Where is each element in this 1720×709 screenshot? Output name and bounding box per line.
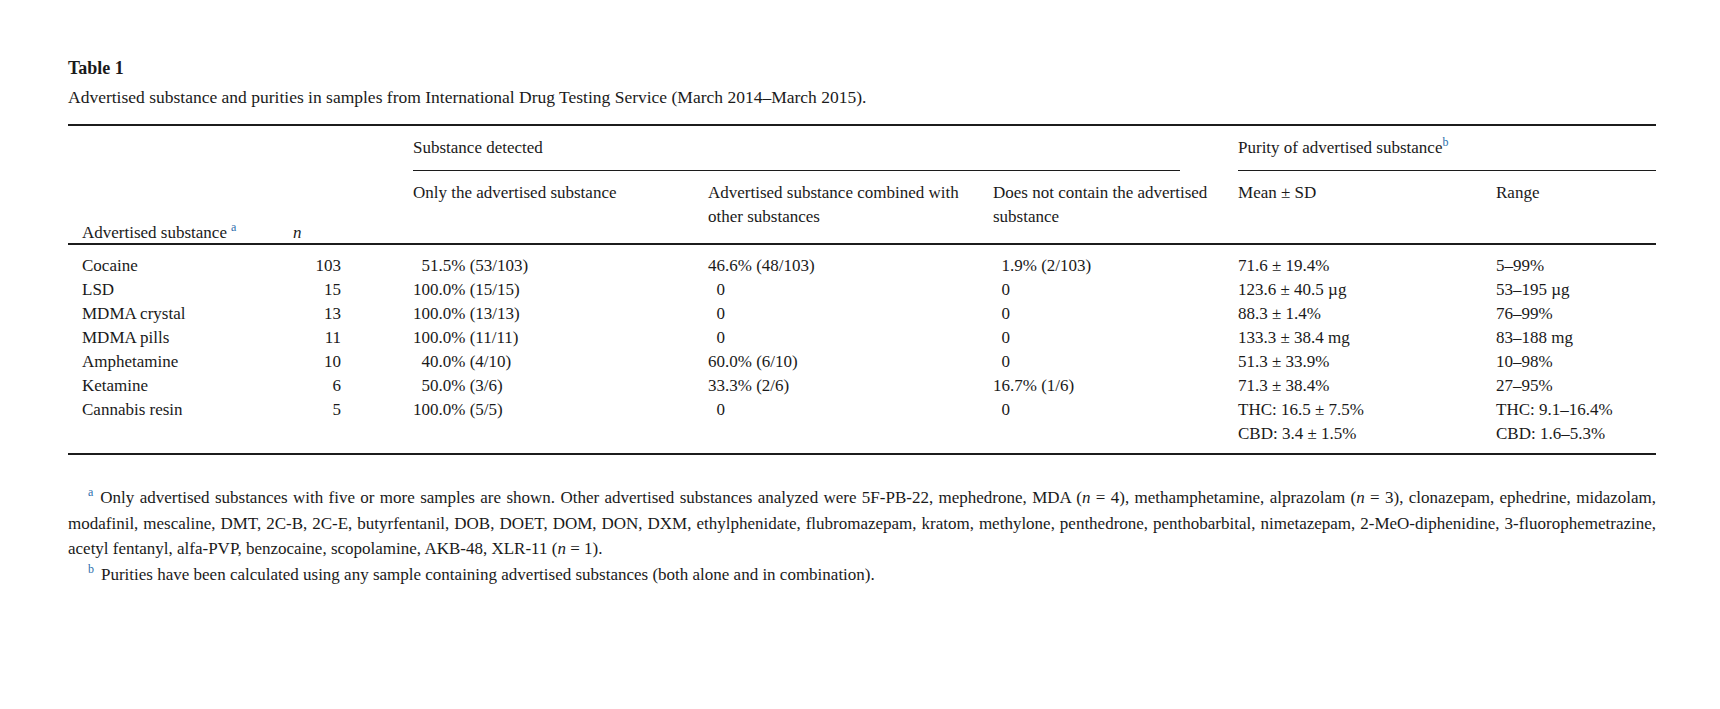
cell-mean-sd: THC: 16.5 ± 7.5% CBD: 3.4 ± 1.5%	[1238, 398, 1496, 454]
cell-mean-sd: 123.6 ± 40.5 µg	[1238, 278, 1496, 302]
cell-only-advertised: 40.0% (4/10)	[413, 350, 708, 374]
cell-not-contain: 16.7% (1/6)	[993, 374, 1238, 398]
cell-range: 10–98%	[1496, 350, 1656, 374]
table-caption: Advertised substance and purities in sam…	[68, 84, 1656, 110]
cell-substance: Ketamine	[68, 374, 293, 398]
cell-range: THC: 9.1–16.4% CBD: 1.6–5.3%	[1496, 398, 1656, 454]
cell-n: 11	[293, 326, 413, 350]
mean-thc-line: THC: 16.5 ± 7.5%	[1238, 398, 1480, 422]
cell-substance: Cocaine	[68, 244, 293, 278]
header-substance-detected-label: Substance detected	[413, 138, 543, 157]
cell-mean-sd: 51.3 ± 33.9%	[1238, 350, 1496, 374]
cell-not-contain: 1.9% (2/103)	[993, 244, 1238, 278]
cell-range: 76–99%	[1496, 302, 1656, 326]
cell-not-contain: 0	[993, 326, 1238, 350]
cell-n: 103	[293, 244, 413, 278]
cell-combined: 46.6% (48/103)	[708, 244, 993, 278]
footnote-b-text: Purities have been calculated using any …	[101, 565, 875, 584]
header-only-advertised: Only the advertised substance	[413, 171, 708, 244]
cell-not-contain: 0	[993, 350, 1238, 374]
cell-range: 53–195 µg	[1496, 278, 1656, 302]
range-thc-line: THC: 9.1–16.4%	[1496, 398, 1640, 422]
footnote-a: a Only advertised substances with five or…	[68, 485, 1656, 562]
cell-combined: 0	[708, 398, 993, 454]
cell-n: 13	[293, 302, 413, 326]
cell-substance: Amphetamine	[68, 350, 293, 374]
cell-combined: 33.3% (2/6)	[708, 374, 993, 398]
cell-only-advertised: 50.0% (3/6)	[413, 374, 708, 398]
header-mean-sd: Mean ± SD	[1238, 171, 1496, 244]
cell-mean-sd: 88.3 ± 1.4%	[1238, 302, 1496, 326]
data-table: Advertised substance a n Substance detect…	[68, 124, 1656, 455]
header-not-contain: Does not contain the advertised substanc…	[993, 171, 1238, 244]
cell-n: 5	[293, 398, 413, 454]
cell-not-contain: 0	[993, 302, 1238, 326]
footnote-b: b Purities have been calculated using any…	[68, 562, 1656, 588]
cell-substance: MDMA crystal	[68, 302, 293, 326]
cell-substance: Cannabis resin	[68, 398, 293, 454]
header-range: Range	[1496, 171, 1656, 244]
footnote-a-n-italic: n	[1356, 488, 1365, 507]
cell-not-contain: 0	[993, 278, 1238, 302]
cell-substance: MDMA pills	[68, 326, 293, 350]
header-n-label: n	[293, 223, 302, 242]
cell-combined: 60.0% (6/10)	[708, 350, 993, 374]
cell-only-advertised: 100.0% (5/5)	[413, 398, 708, 454]
header-advertised-substance-label: Advertised substance	[82, 223, 227, 242]
table-row-cannabis-resin: Cannabis resin 5 100.0% (5/5) 0 0 THC: 1…	[68, 398, 1656, 454]
cell-substance: LSD	[68, 278, 293, 302]
cell-not-contain: 0	[993, 398, 1238, 454]
cell-only-advertised: 100.0% (15/15)	[413, 278, 708, 302]
cell-combined: 0	[708, 278, 993, 302]
header-combined: Advertised substance combined with other…	[708, 171, 993, 244]
table-row-mdma-pills: MDMA pills 11 100.0% (11/11) 0 0 133.3 ±…	[68, 326, 1656, 350]
header-purity-label: Purity of advertised substance	[1238, 138, 1442, 157]
footnotes: a Only advertised substances with five or…	[68, 485, 1656, 587]
cell-only-advertised: 100.0% (11/11)	[413, 326, 708, 350]
cell-mean-sd: 71.3 ± 38.4%	[1238, 374, 1496, 398]
range-cbd-line: CBD: 1.6–5.3%	[1496, 422, 1640, 446]
header-n: n	[293, 125, 413, 244]
cell-range: 5–99%	[1496, 244, 1656, 278]
mean-cbd-line: CBD: 3.4 ± 1.5%	[1238, 422, 1480, 446]
footnote-a-text: = 1).	[566, 539, 603, 558]
header-substance-detected-group: Substance detected	[413, 125, 1238, 171]
table-row-amphetamine: Amphetamine 10 40.0% (4/10) 60.0% (6/10)…	[68, 350, 1656, 374]
footnote-marker-a: a	[231, 220, 236, 234]
table-label: Table 1	[68, 56, 1656, 80]
footnote-a-text: = 4), methamphetamine, alprazolam (	[1090, 488, 1356, 507]
table-block: Table 1 Advertised substance and puritie…	[68, 56, 1656, 587]
cell-combined: 0	[708, 326, 993, 350]
page: Table 1 Advertised substance and puritie…	[0, 0, 1720, 709]
table-row-mdma-crystal: MDMA crystal 13 100.0% (13/13) 0 0 88.3 …	[68, 302, 1656, 326]
cell-n: 15	[293, 278, 413, 302]
header-purity-group: Purity of advertised substanceb	[1238, 125, 1656, 171]
footnote-a-marker: a	[88, 485, 93, 499]
cell-only-advertised: 100.0% (13/13)	[413, 302, 708, 326]
table-row-cocaine: Cocaine 103 51.5% (53/103) 46.6% (48/103…	[68, 244, 1656, 278]
cell-n: 10	[293, 350, 413, 374]
header-group-row: Advertised substancea n Substance detect…	[68, 125, 1656, 171]
cell-mean-sd: 71.6 ± 19.4%	[1238, 244, 1496, 278]
cell-combined: 0	[708, 302, 993, 326]
table-row-ketamine: Ketamine 6 50.0% (3/6) 33.3% (2/6) 16.7%…	[68, 374, 1656, 398]
footnote-a-n-italic: n	[557, 539, 566, 558]
cell-only-advertised: 51.5% (53/103)	[413, 244, 708, 278]
footnote-b-marker: b	[88, 562, 94, 576]
header-advertised-substance: Advertised substance a	[68, 125, 293, 244]
footnote-marker-b: b	[1442, 135, 1448, 149]
table-row-lsd: LSD 15 100.0% (15/15) 0 0 123.6 ± 40.5 µ…	[68, 278, 1656, 302]
cell-n: 6	[293, 374, 413, 398]
cell-range: 27–95%	[1496, 374, 1656, 398]
cell-range: 83–188 mg	[1496, 326, 1656, 350]
footnote-a-text: Only advertised substances with five or …	[100, 488, 1082, 507]
cell-mean-sd: 133.3 ± 38.4 mg	[1238, 326, 1496, 350]
